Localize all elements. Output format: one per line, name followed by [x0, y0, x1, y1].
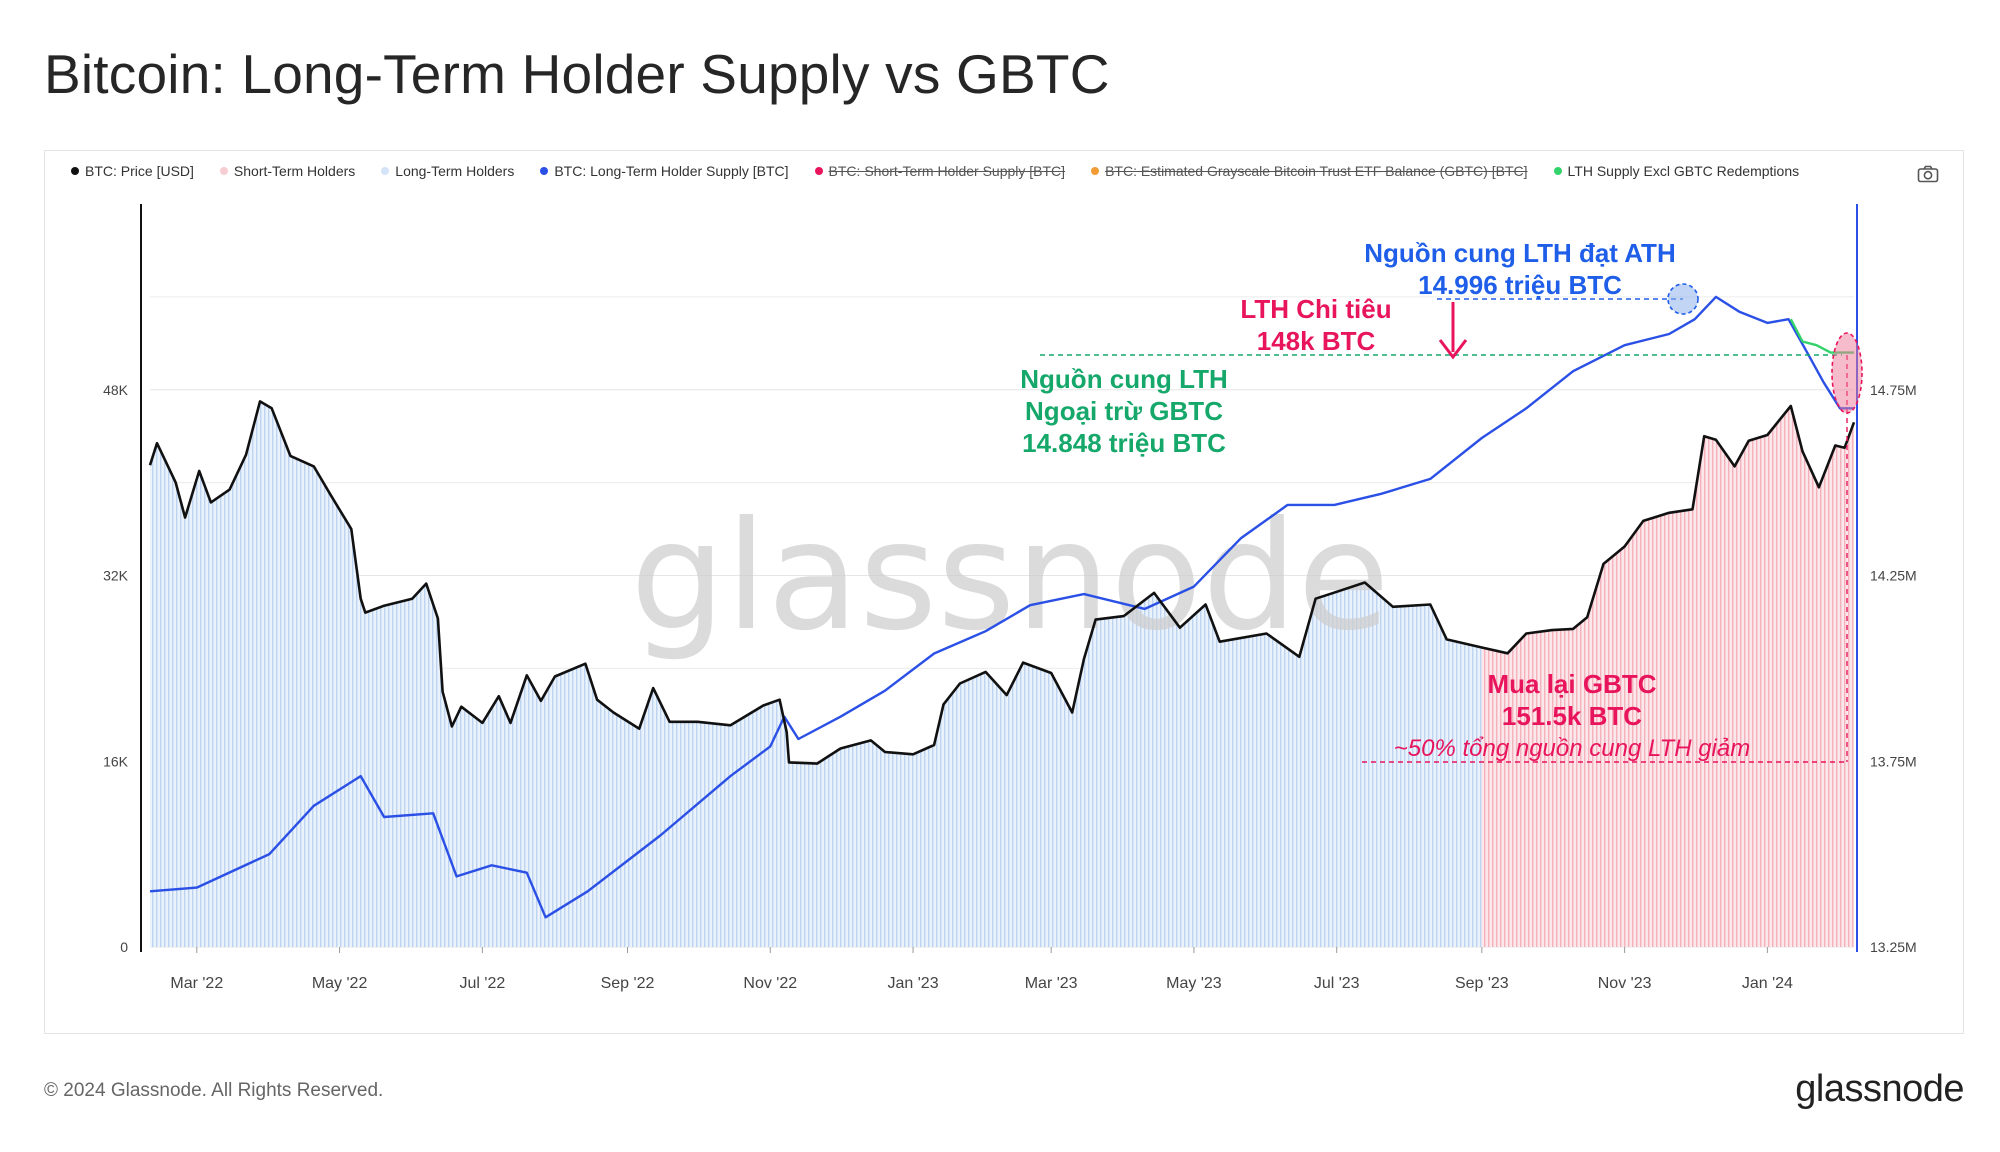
x-tick-label: Nov '23 — [1598, 975, 1652, 992]
x-tick-label: Sep '23 — [1455, 975, 1509, 992]
x-tick-label: May '23 — [1166, 975, 1222, 992]
x-tick-label: May '22 — [312, 975, 368, 992]
legend-label: BTC: Long-Term Holder Supply [BTC] — [554, 163, 789, 179]
ath-annotation-line1: Nguồn cung LTH đạt ATH — [1364, 238, 1675, 268]
legend-label: LTH Supply Excl GBTC Redemptions — [1567, 163, 1800, 179]
y-left-tick: 0 — [120, 939, 128, 955]
excl-annotation-line1: Nguồn cung LTH — [1020, 364, 1227, 394]
legend-dot — [1553, 167, 1562, 175]
copyright-text: © 2024 Glassnode. All Rights Reserved. — [44, 1080, 384, 1101]
spend-annotation-line2: 148k BTC — [1257, 326, 1376, 356]
gbtc-annotation-line3: ~50% tổng nguồn cung LTH giảm — [1394, 735, 1750, 762]
y-left-tick: 48K — [103, 382, 129, 398]
legend-dot — [219, 167, 228, 175]
x-tick-label: Jul '23 — [1314, 975, 1360, 992]
legend-dot — [1091, 167, 1100, 175]
watermark: glassnode — [630, 490, 1389, 664]
x-tick-label: Mar '23 — [1025, 975, 1078, 992]
y-right-tick: 13.25M — [1870, 939, 1917, 955]
lth-supply-line — [149, 295, 1854, 919]
spending-arrow — [1438, 302, 1468, 360]
ath-marker — [1667, 283, 1699, 315]
x-tick-label: Jan '23 — [888, 975, 939, 992]
y-left-tick: 32K — [103, 568, 129, 584]
long-term-holders-area — [150, 401, 1482, 947]
camera-icon[interactable] — [1917, 165, 1939, 183]
legend-label: Long-Term Holders — [395, 163, 515, 179]
y-axis-left: 0 16K 32K 48K — [103, 382, 129, 955]
x-tick-label: Jan '24 — [1742, 975, 1793, 992]
legend-dot — [71, 167, 79, 175]
glassnode-logo[interactable]: glassnode — [1795, 1068, 1964, 1110]
legend-dot — [381, 167, 390, 175]
x-tick-label: Nov '22 — [743, 975, 797, 992]
x-tick-label: Sep '22 — [601, 975, 655, 992]
legend-item-3[interactable]: BTC: Long-Term Holder Supply [BTC] — [540, 163, 789, 179]
y-right-tick: 13.75M — [1870, 753, 1917, 769]
legend-item-0[interactable]: BTC: Price [USD] — [71, 163, 194, 179]
x-axis: Mar '22 May '22 Jul '22 Sep '22 Nov '22 Jan '… — [170, 947, 1793, 992]
y-right-tick: 14.75M — [1870, 382, 1917, 398]
excl-annotation-line3: 14.848 triệu BTC — [1022, 428, 1226, 458]
legend-item-1[interactable]: Short-Term Holders — [219, 163, 356, 179]
holder-fills — [150, 401, 1854, 947]
y-right-tick: 14.25M — [1870, 568, 1917, 584]
gbtc-highlight — [1831, 332, 1863, 414]
excl-annotation-line2: Ngoại trừ GBTC — [1025, 396, 1223, 426]
legend-item-6[interactable]: LTH Supply Excl GBTC Redemptions — [1553, 163, 1800, 179]
gbtc-annotation-line2: 151.5k BTC — [1502, 701, 1642, 731]
legend-dot — [814, 167, 823, 175]
ath-annotation-line2: 14.996 triệu BTC — [1418, 270, 1622, 300]
y-left-tick: 16K — [103, 753, 129, 769]
x-tick-label: Jul '22 — [459, 975, 505, 992]
legend-label: BTC: Price [USD] — [85, 163, 194, 179]
price-line — [148, 400, 1856, 765]
legend-dot — [540, 167, 549, 175]
gbtc-annotation-line1: Mua lại GBTC — [1487, 669, 1656, 699]
short-term-holders-area — [1481, 406, 1854, 947]
page-title: Bitcoin: Long-Term Holder Supply vs GBTC — [44, 43, 1110, 105]
spend-annotation-line1: LTH Chi tiêu — [1240, 294, 1391, 324]
legend-label: BTC: Estimated Grayscale Bitcoin Trust E… — [1105, 163, 1528, 179]
legend-item-2[interactable]: Long-Term Holders — [381, 163, 514, 179]
x-tick-label: Mar '22 — [170, 975, 223, 992]
legend-label: BTC: Short-Term Holder Supply [BTC] — [828, 163, 1066, 179]
y-axis-right: 13.25M 13.75M 14.25M 14.75M — [1870, 382, 1917, 955]
legend-item-5[interactable]: BTC: Estimated Grayscale Bitcoin Trust E… — [1091, 163, 1528, 179]
legend-item-4[interactable]: BTC: Short-Term Holder Supply [BTC] — [814, 163, 1066, 179]
legend-label: Short-Term Holders — [233, 163, 356, 179]
legend: BTC: Price [USD] Short-Term Holders Long-T… — [71, 163, 1799, 179]
